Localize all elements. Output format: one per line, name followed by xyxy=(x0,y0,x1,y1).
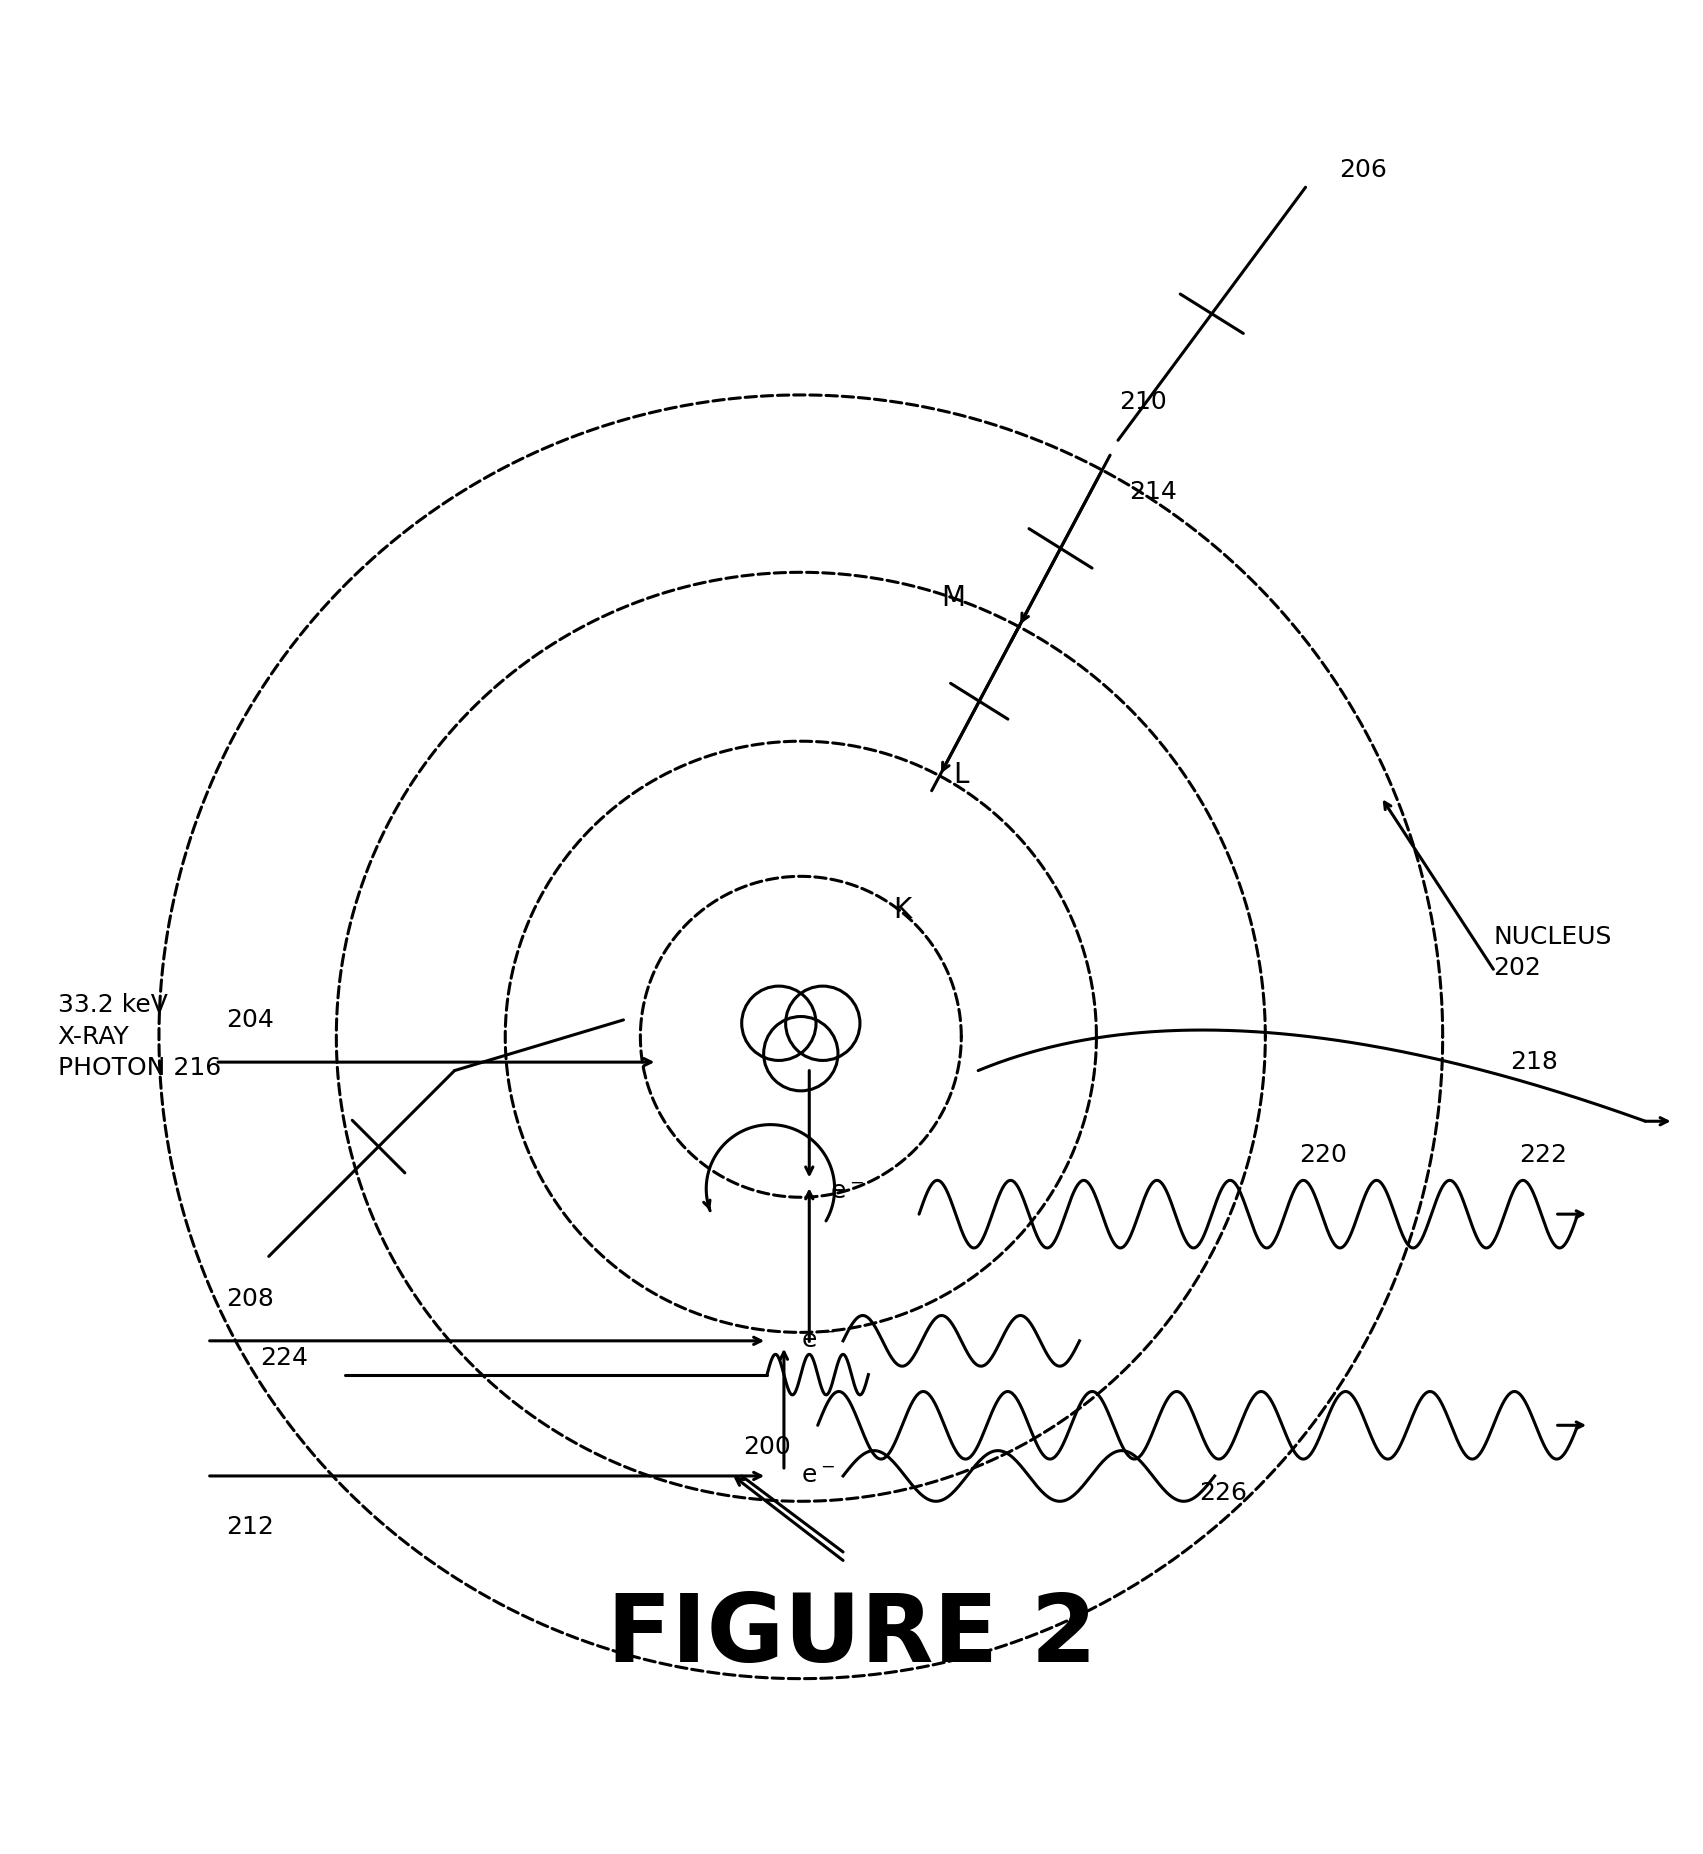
Text: 220: 220 xyxy=(1299,1144,1347,1166)
Text: 214: 214 xyxy=(1129,480,1177,504)
Text: 222: 222 xyxy=(1519,1144,1567,1166)
Text: 200: 200 xyxy=(743,1435,790,1459)
Text: e$^-$: e$^-$ xyxy=(800,1465,834,1489)
Text: L: L xyxy=(954,760,969,790)
Text: 33.2 keV
X-RAY
PHOTON 216: 33.2 keV X-RAY PHOTON 216 xyxy=(58,994,221,1081)
Text: K: K xyxy=(892,895,911,923)
Text: 212: 212 xyxy=(226,1515,274,1539)
Text: 208: 208 xyxy=(226,1287,274,1311)
Text: 226: 226 xyxy=(1199,1481,1247,1505)
Text: 210: 210 xyxy=(1119,391,1167,415)
Text: e$^-$: e$^-$ xyxy=(829,1181,863,1205)
Text: NUCLEUS
202: NUCLEUS 202 xyxy=(1494,925,1611,981)
Text: e$^-$: e$^-$ xyxy=(800,1329,834,1353)
Text: M: M xyxy=(940,584,966,612)
Text: 204: 204 xyxy=(226,1009,274,1033)
Text: 218: 218 xyxy=(1511,1049,1558,1073)
Text: 224: 224 xyxy=(261,1346,308,1370)
Text: FIGURE 2: FIGURE 2 xyxy=(606,1591,1097,1682)
Text: 206: 206 xyxy=(1339,158,1388,182)
